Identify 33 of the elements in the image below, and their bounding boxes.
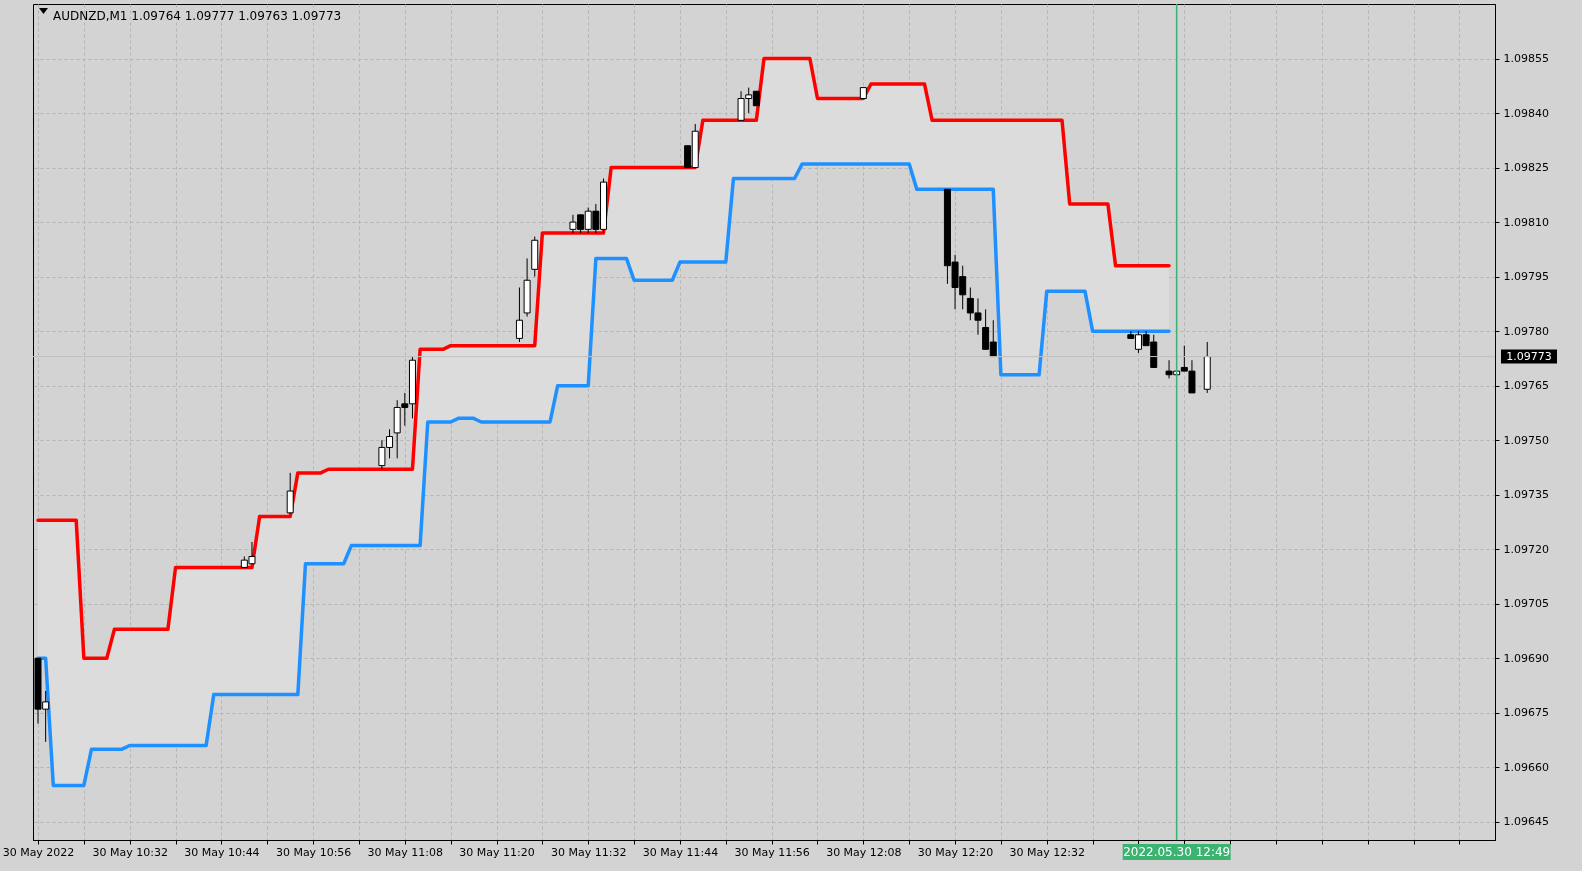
y-tick-label: 1.09825 <box>1503 161 1549 175</box>
y-tick-label: 1.09675 <box>1503 706 1549 720</box>
y-tick-label: 1.09765 <box>1503 379 1549 393</box>
y-tick-label: 1.09660 <box>1503 760 1549 774</box>
x-tick-label: 30 May 2022 <box>2 845 75 859</box>
x-tick-label: 30 May 12:20 <box>917 845 994 859</box>
y-tick-label: 1.09810 <box>1503 215 1549 229</box>
x-tick-label: 30 May 10:56 <box>275 845 352 859</box>
x-tick-label: 30 May 10:32 <box>92 845 168 859</box>
x-tick-label: 30 May 12:08 <box>826 845 902 859</box>
x-tick-label: 30 May 11:32 <box>551 845 627 859</box>
x-tick-label: 30 May 11:56 <box>734 845 810 859</box>
x-tick-label: 30 May 10:44 <box>184 845 260 859</box>
y-tick-label: 1.09750 <box>1503 433 1549 447</box>
y-tick-label: 1.09795 <box>1503 270 1549 284</box>
y-tick-label: 1.09735 <box>1503 488 1549 502</box>
chart-title: AUDNZD,M1 1.09764 1.09777 1.09763 1.09773 <box>53 9 342 23</box>
ref-line-label: 1.09773 <box>1506 349 1552 363</box>
y-tick-label: 1.09705 <box>1503 597 1549 611</box>
y-tick-label: 1.09690 <box>1503 651 1549 665</box>
candlestick <box>286 472 294 514</box>
ref-line-label: 2022.05.30 12:49 <box>1123 845 1231 859</box>
y-tick-label: 1.09780 <box>1503 324 1549 338</box>
x-tick-label: 30 May 11:20 <box>459 845 535 859</box>
x-tick-label: 30 May 11:44 <box>642 845 719 859</box>
candlestick <box>515 287 523 343</box>
y-tick-label: 1.09855 <box>1503 52 1549 66</box>
x-tick-label: 30 May 12:32 <box>1009 845 1085 859</box>
y-tick-label: 1.09720 <box>1503 542 1549 556</box>
x-tick-label: 30 May 11:08 <box>367 845 444 859</box>
y-tick-label: 1.09645 <box>1503 815 1549 829</box>
line-series <box>36 56 1171 661</box>
y-tick-label: 1.09840 <box>1503 106 1549 120</box>
